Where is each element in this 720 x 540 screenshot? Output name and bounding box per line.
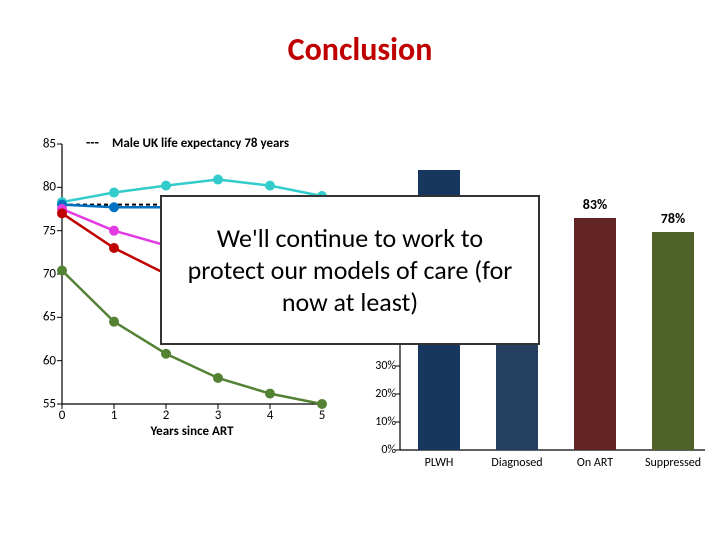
line-xtick: 5 [319,408,326,423]
line-xtick: 3 [215,408,222,423]
bar-category-label: On ART [577,456,613,470]
bar [652,232,694,450]
bar-ytick: 10% [375,415,396,429]
line-xtick: 1 [111,408,118,423]
bar-ytick: 0% [381,443,396,457]
line-ytick: 80 [43,180,56,195]
bar-category-label: PLWH [425,456,454,470]
slide: Conclusion --- Male UK life expectancy 7… [0,0,720,540]
line-ytick: 85 [43,137,56,152]
line-chart-xlabel: Years since ART [62,424,322,439]
line-ytick: 70 [43,267,56,282]
line-xtick: 2 [163,408,170,423]
line-ytick: 75 [43,223,56,238]
overlay-message-text: We'll continue to work to protect our mo… [176,222,524,318]
bar-ytick: 20% [375,387,396,401]
line-ytick: 65 [43,310,56,325]
line-ytick: 55 [43,397,56,412]
line-ytick: 60 [43,353,56,368]
bar [574,218,616,450]
bar-ytick: 30% [375,359,396,373]
line-xtick: 0 [59,408,66,423]
bar-category-label: Suppressed [645,456,701,470]
bar-value-label: 83% [583,196,607,213]
bar-category-label: Diagnosed [491,456,542,470]
line-xtick: 4 [267,408,274,423]
bar-value-label: 78% [661,210,685,227]
overlay-message-box: We'll continue to work to protect our mo… [160,195,540,345]
page-title: Conclusion [0,30,720,69]
